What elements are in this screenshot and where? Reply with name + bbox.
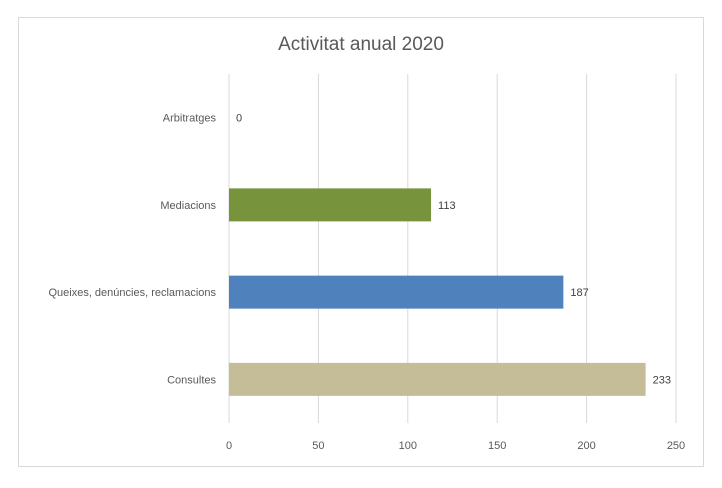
- x-tick-label: 200: [577, 440, 595, 452]
- category-label: Arbitratges: [163, 113, 217, 125]
- category-label: Mediacions: [160, 200, 216, 212]
- data-label: 187: [570, 287, 588, 299]
- x-tick-label: 0: [226, 440, 232, 452]
- data-label: 113: [438, 200, 456, 212]
- x-tick-label: 50: [312, 440, 324, 452]
- chart-title: Activitat anual 2020: [278, 34, 444, 55]
- category-label: Consultes: [167, 374, 216, 386]
- data-label: 233: [653, 374, 671, 386]
- labels: 0 50 100 150 200 250 Arbitratges 0 Mediacions 113…: [48, 113, 685, 452]
- bar: [229, 188, 432, 222]
- bars: [229, 188, 646, 396]
- bar: [229, 275, 564, 309]
- x-tick-label: 250: [667, 440, 685, 452]
- data-label: 0: [236, 113, 242, 125]
- bar: [229, 362, 646, 396]
- x-tick-label: 150: [488, 440, 506, 452]
- x-tick-label: 100: [399, 440, 417, 452]
- category-label: Queixes, denúncies, reclamacions: [48, 287, 216, 299]
